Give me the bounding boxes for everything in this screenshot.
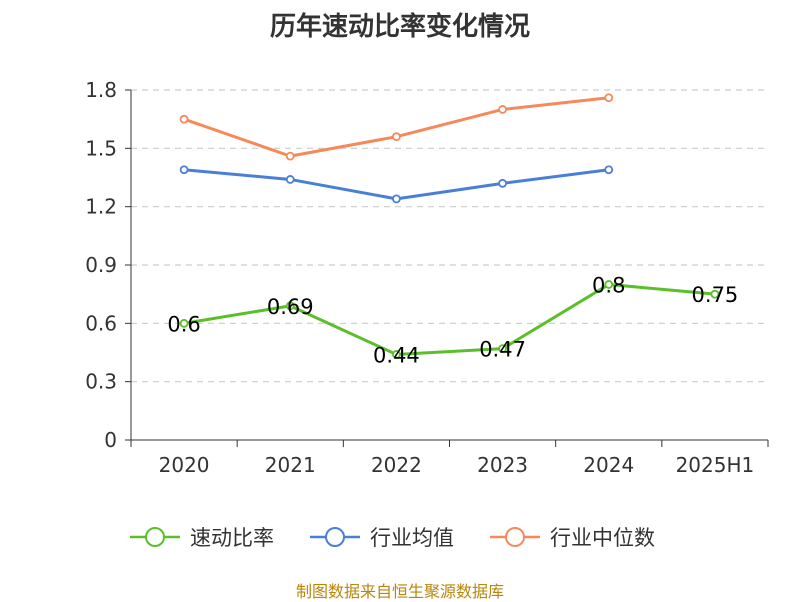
y-tick-label: 1.5 <box>85 136 117 160</box>
series-line <box>183 96 609 158</box>
x-tick-label: 2025H1 <box>676 453 755 477</box>
legend-item: 行业中位数 <box>490 526 655 550</box>
series-line <box>183 282 716 356</box>
data-label: 0.47 <box>479 338 526 362</box>
x-tick-label: 2021 <box>265 453 316 477</box>
data-point <box>285 175 295 184</box>
data-point <box>604 280 614 289</box>
y-tick-label: 0.3 <box>85 370 117 394</box>
legend-label: 速动比率 <box>190 526 274 550</box>
series-lines <box>179 93 720 359</box>
legend-swatch-marker <box>505 527 525 547</box>
data-point <box>392 132 401 142</box>
x-tick-label: 2022 <box>371 453 422 477</box>
data-point <box>498 178 507 188</box>
y-tick-label: 1.8 <box>85 78 117 102</box>
data-point <box>179 114 189 124</box>
data-label: 0.8 <box>592 273 625 297</box>
data-label: 0.69 <box>267 295 314 319</box>
grid-lines <box>131 89 768 383</box>
data-point <box>179 318 189 328</box>
data-point <box>392 350 401 359</box>
data-point <box>710 289 720 299</box>
data-label: 0.75 <box>692 283 739 307</box>
y-tick-label: 0.6 <box>85 311 117 335</box>
x-tick-label: 2024 <box>583 453 634 477</box>
legend-label: 行业均值 <box>370 526 454 550</box>
data-label: 0.44 <box>373 343 420 367</box>
source-note: 制图数据来自恒生聚源数据库 <box>295 582 504 601</box>
data-point <box>392 194 401 204</box>
legend-item: 行业均值 <box>310 526 454 550</box>
data-point <box>179 165 189 175</box>
legend-item: 速动比率 <box>130 526 274 550</box>
data-point <box>604 165 614 175</box>
legend-swatch-marker <box>325 527 345 547</box>
data-point <box>604 93 614 103</box>
axes: 0 0.3 0.6 0.9 1.2 1.5 1.8 2020 2021 2022 2023 2024 2… <box>85 78 769 477</box>
x-tick-label: 2020 <box>159 453 210 477</box>
y-tick-label: 0 <box>104 428 117 452</box>
data-point <box>498 105 507 114</box>
data-point <box>498 344 507 354</box>
x-tick-label: 2023 <box>477 453 528 477</box>
y-tick-label: 1.2 <box>85 195 117 219</box>
legend-label: 行业中位数 <box>550 526 655 550</box>
data-label: 0.6 <box>167 312 200 336</box>
y-tick-label: 0.9 <box>85 253 117 277</box>
data-point <box>285 151 295 161</box>
data-labels: 0.6 0.69 0.44 0.47 0.8 0.75 <box>167 273 738 367</box>
data-point <box>285 301 295 311</box>
legend: 速动比率 行业均值 行业中位数 <box>130 526 655 550</box>
chart-title: 历年速动比率变化情况 <box>269 12 530 42</box>
legend-swatch-marker <box>145 527 165 547</box>
